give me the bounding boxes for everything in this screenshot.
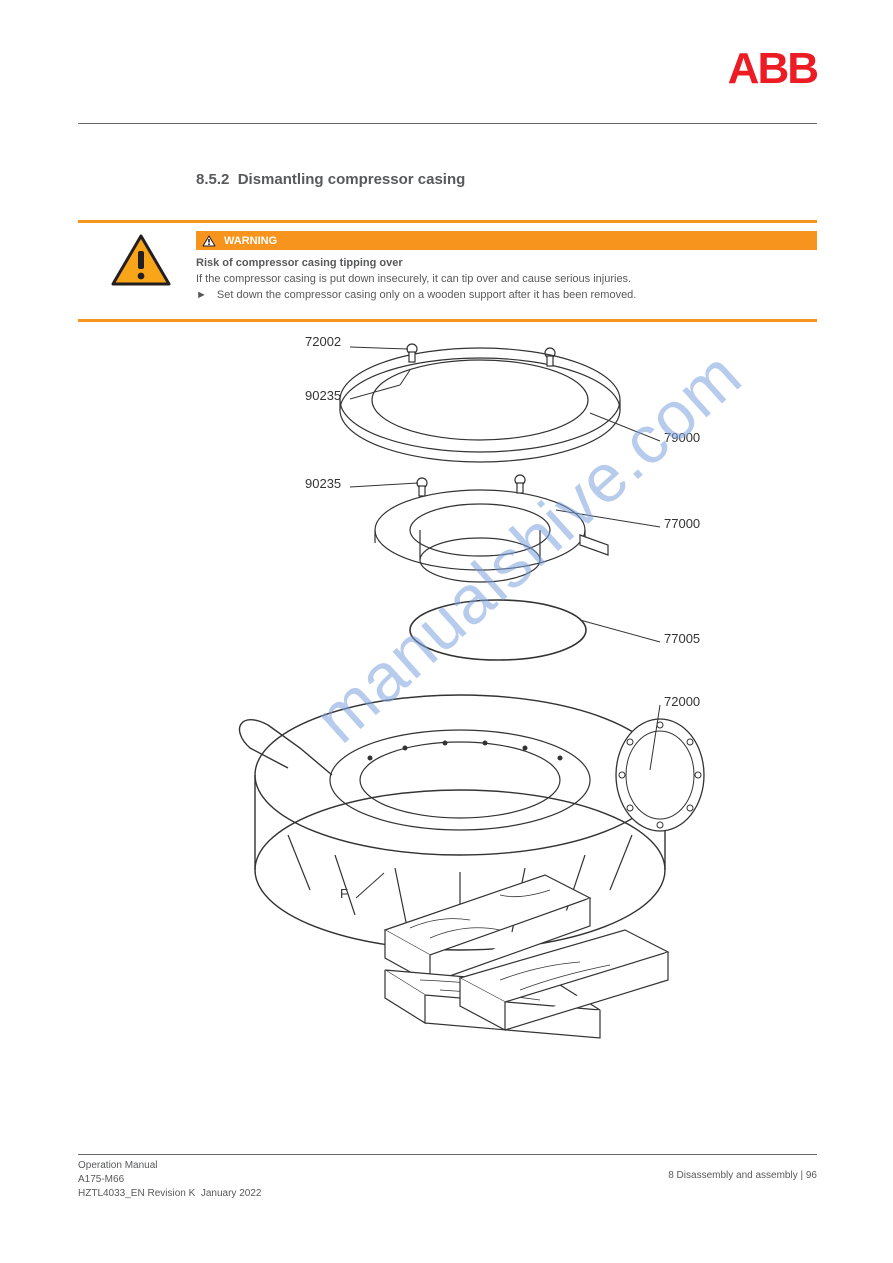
callout-90235-upper: 90235 [305,388,341,403]
footer-product: A175-M66 [78,1174,124,1185]
warning-banner-icon [202,235,216,247]
part-79000 [340,344,620,462]
wooden-supports [385,875,668,1038]
exploded-diagram: 72002 90235 79000 90235 77000 77005 7200… [160,330,820,1060]
diagram-svg [160,330,820,1060]
callout-90235-lower: 90235 [305,476,341,491]
callout-77000: 77000 [664,516,700,531]
header-rule [78,123,817,124]
footer-right-block: 8 Disassembly and assembly | 96 [668,1170,817,1181]
warning-heading: Risk of compressor casing tipping over [196,256,817,272]
warning-triangle-icon [111,234,171,286]
brand-logo: ABB [728,44,817,94]
warning-line-1: If the compressor casing is put down ins… [196,272,817,288]
part-77005 [410,600,586,660]
footer-date: January 2022 [201,1188,262,1199]
warning-bar-bottom [78,319,817,322]
part-77000 [375,475,608,582]
footer-chapter: 8 Disassembly and assembly | 96 [668,1170,817,1181]
footer-doc: HZTL4033_EN Revision K [78,1188,195,1199]
warning-bar-top [78,220,817,223]
warning-bullet: Set down the compressor casing only on a… [217,288,636,304]
section-heading: Dismantling compressor casing [238,171,466,188]
warning-body: Risk of compressor casing tipping over I… [196,256,817,304]
bullet-icon: ► [196,288,207,304]
callout-72000: 72000 [664,694,700,709]
section-number: 8.5.2 [196,171,229,188]
callout-72002: 72002 [305,334,341,349]
footer-manual-line: Operation Manual [78,1159,261,1173]
callout-F: F [340,886,348,901]
warning-banner: WARNING [196,231,817,250]
brand-logo-text: ABB [728,44,817,93]
callout-77005: 77005 [664,631,700,646]
callout-79000: 79000 [664,430,700,445]
footer-left-block: Operation Manual A175-M66 HZTL4033_EN Re… [78,1159,261,1201]
warning-label: WARNING [224,235,277,247]
footer-rule [78,1154,817,1155]
section-title: 8.5.2 Dismantling compressor casing [196,171,465,188]
